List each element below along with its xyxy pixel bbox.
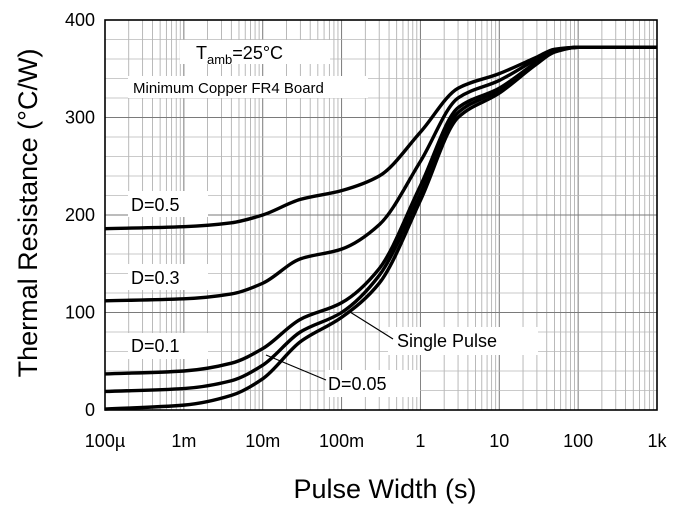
y-tick-label: 300 bbox=[65, 108, 95, 128]
y-tick-label: 0 bbox=[85, 400, 95, 420]
plot-border bbox=[104, 19, 658, 411]
leader-d005 bbox=[265, 354, 327, 381]
y-tick-label: 200 bbox=[65, 205, 95, 225]
x-tick-label: 1k bbox=[647, 431, 667, 451]
tamb-annotation: Tamb=25°C bbox=[196, 43, 283, 67]
x-tick-label: 100m bbox=[319, 431, 364, 451]
x-tick-label: 100µ bbox=[85, 431, 125, 451]
label-d03-bg bbox=[128, 264, 208, 290]
label-d01-bg bbox=[128, 333, 208, 359]
x-tick-label: 10m bbox=[245, 431, 280, 451]
tick-labels: 100µ 1m 10m 100m 1 10 100 1k 0 100 200 300 400 bbox=[65, 10, 668, 451]
x-tick-label: 100 bbox=[563, 431, 593, 451]
label-single-bg bbox=[388, 327, 538, 355]
board-annotation-bg bbox=[128, 76, 368, 98]
series-label-d03: D=0.3 bbox=[131, 268, 180, 288]
series-line-single-pulse bbox=[104, 45, 657, 411]
y-tick-label: 100 bbox=[65, 303, 95, 323]
series-label-d005: D=0.05 bbox=[328, 374, 387, 394]
series-label-single-pulse: Single Pulse bbox=[397, 331, 497, 351]
x-tick-label: 10 bbox=[489, 431, 509, 451]
x-axis-title: Pulse Width (s) bbox=[293, 474, 476, 504]
board-annotation: Minimum Copper FR4 Board bbox=[133, 80, 324, 97]
x-tick-label: 1m bbox=[171, 431, 196, 451]
tamb-annotation-bg bbox=[180, 40, 330, 64]
label-d005-bg bbox=[325, 370, 420, 397]
leader-single-pulse bbox=[349, 311, 394, 340]
y-axis-title: Thermal Resistance (°C/W) bbox=[13, 49, 43, 378]
plot-frame bbox=[104, 19, 658, 411]
curves bbox=[104, 45, 657, 411]
x-tick-label: 1 bbox=[415, 431, 425, 451]
series-label-d01: D=0.1 bbox=[131, 336, 180, 356]
label-d05-bg bbox=[128, 191, 208, 217]
series-label-d05: D=0.5 bbox=[131, 195, 180, 215]
y-tick-label: 400 bbox=[65, 10, 95, 30]
